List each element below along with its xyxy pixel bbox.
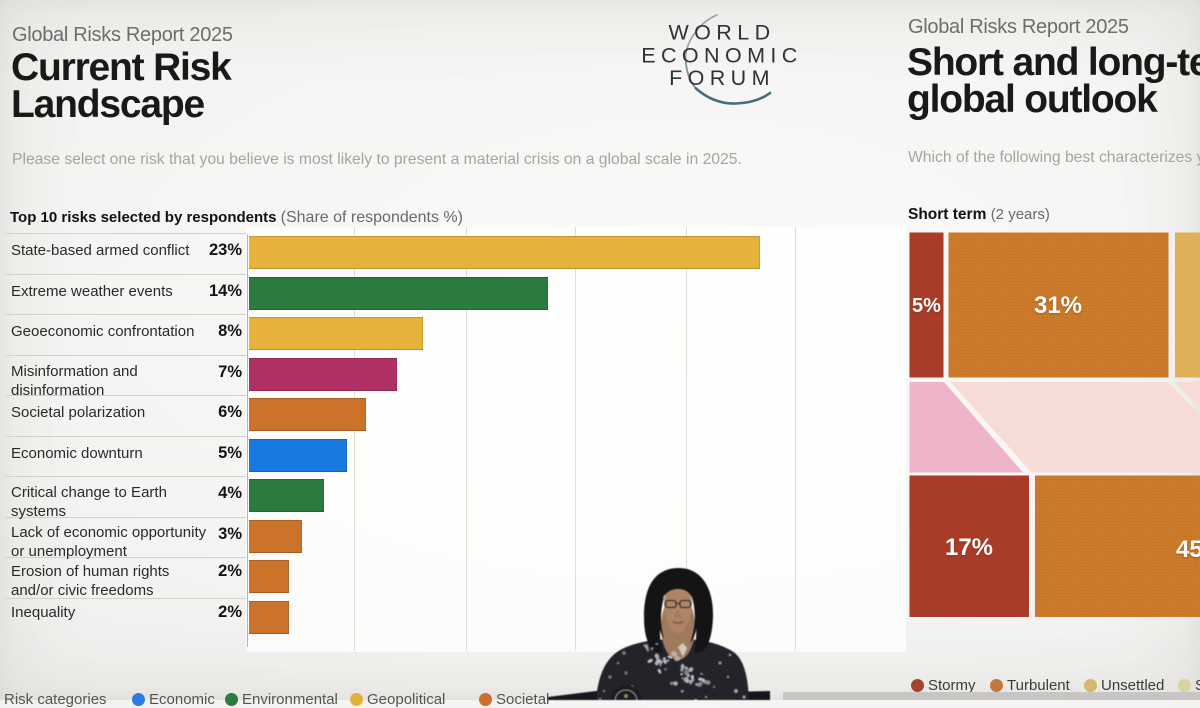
svg-text:WORLD: WORLD [668, 21, 775, 45]
svg-text:FORUM: FORUM [669, 66, 775, 90]
svg-text:ECONOMIC: ECONOMIC [641, 44, 802, 68]
